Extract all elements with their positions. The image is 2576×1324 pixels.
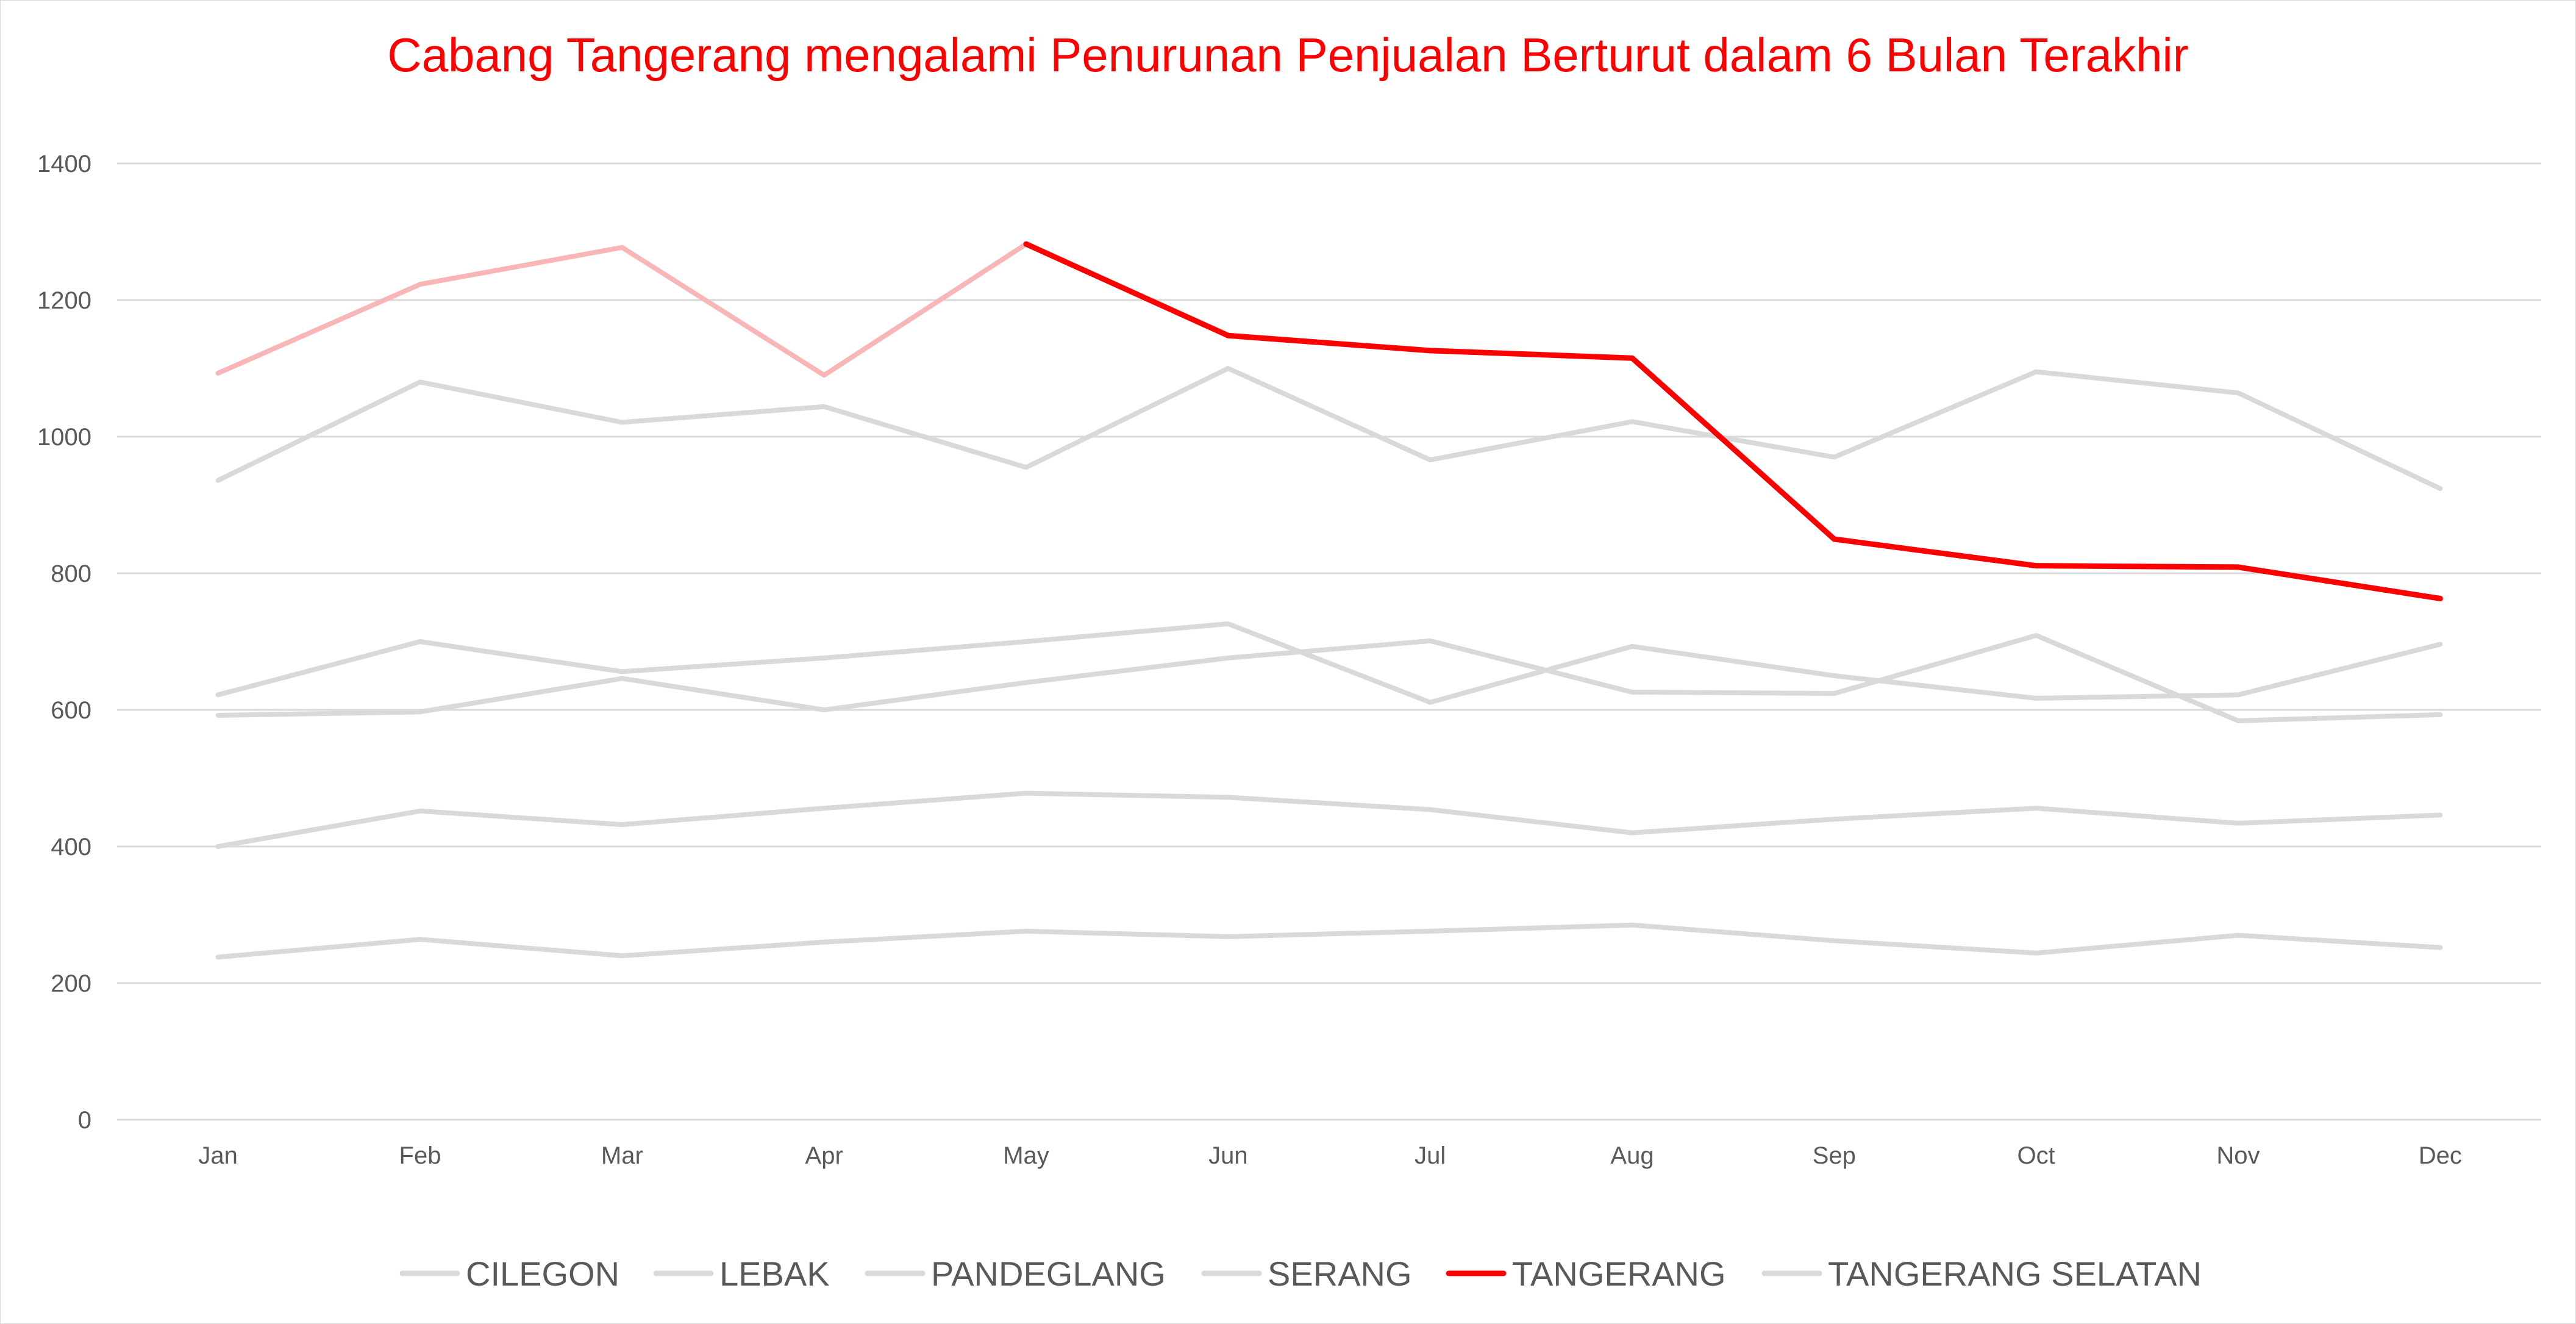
series-line-tangerang-faded xyxy=(215,242,1029,378)
x-tick-label: Jul xyxy=(1415,1142,1446,1169)
series-line-cilegon xyxy=(215,922,2443,960)
x-tick-label: Jun xyxy=(1208,1142,1248,1169)
x-tick-label: Apr xyxy=(805,1142,843,1169)
y-tick-label: 1000 xyxy=(37,424,91,451)
legend: CILEGON LEBAK PANDEGLANG SERANG TANGERANG TAN… xyxy=(399,1254,2202,1293)
legend-label-pandeglang: PANDEGLANG xyxy=(931,1254,1166,1293)
series-line-serang xyxy=(215,621,2443,705)
x-tick-label: Mar xyxy=(601,1142,643,1169)
legend-label-tangerang: TANGERANG xyxy=(1512,1254,1726,1293)
x-tick-label: Sep xyxy=(1813,1142,1856,1169)
y-tick-label: 600 xyxy=(51,697,91,724)
gridlines xyxy=(117,162,2541,1121)
series-line-lebak xyxy=(215,790,2443,849)
x-tick-label: Nov xyxy=(2216,1142,2260,1169)
series-lines xyxy=(215,241,2443,960)
x-tick-label: Dec xyxy=(2419,1142,2462,1169)
x-tick-label: Oct xyxy=(2018,1142,2055,1169)
chart-title: Cabang Tangerang mengalami Penurunan Pen… xyxy=(387,28,2189,82)
y-axis-tick-labels: 0 200 400 600 800 1000 1200 1400 xyxy=(37,151,91,1134)
series-line-pandeglang xyxy=(215,632,2443,723)
y-tick-label: 400 xyxy=(51,834,91,861)
x-tick-label: Aug xyxy=(1610,1142,1654,1169)
x-axis-tick-labels: Jan Feb Mar Apr May Jun Jul Aug Sep Oct Nov Dec xyxy=(198,1142,2461,1169)
y-tick-label: 200 xyxy=(51,970,91,997)
x-tick-label: Feb xyxy=(399,1142,441,1169)
series-line-tangerang xyxy=(1023,241,2443,601)
x-tick-label: Jan xyxy=(198,1142,238,1169)
x-tick-label: May xyxy=(1003,1142,1049,1169)
y-tick-label: 1400 xyxy=(37,151,91,177)
legend-label-lebak: LEBAK xyxy=(719,1254,830,1293)
legend-label-tangerang-selatan: TANGERANG SELATAN xyxy=(1828,1254,2202,1293)
y-tick-label: 1200 xyxy=(37,287,91,314)
series-line-tangerang-selatan xyxy=(215,366,2443,492)
y-tick-label: 800 xyxy=(51,560,91,587)
y-tick-label: 0 xyxy=(78,1107,91,1134)
legend-label-cilegon: CILEGON xyxy=(466,1254,619,1293)
legend-label-serang: SERANG xyxy=(1268,1254,1412,1293)
